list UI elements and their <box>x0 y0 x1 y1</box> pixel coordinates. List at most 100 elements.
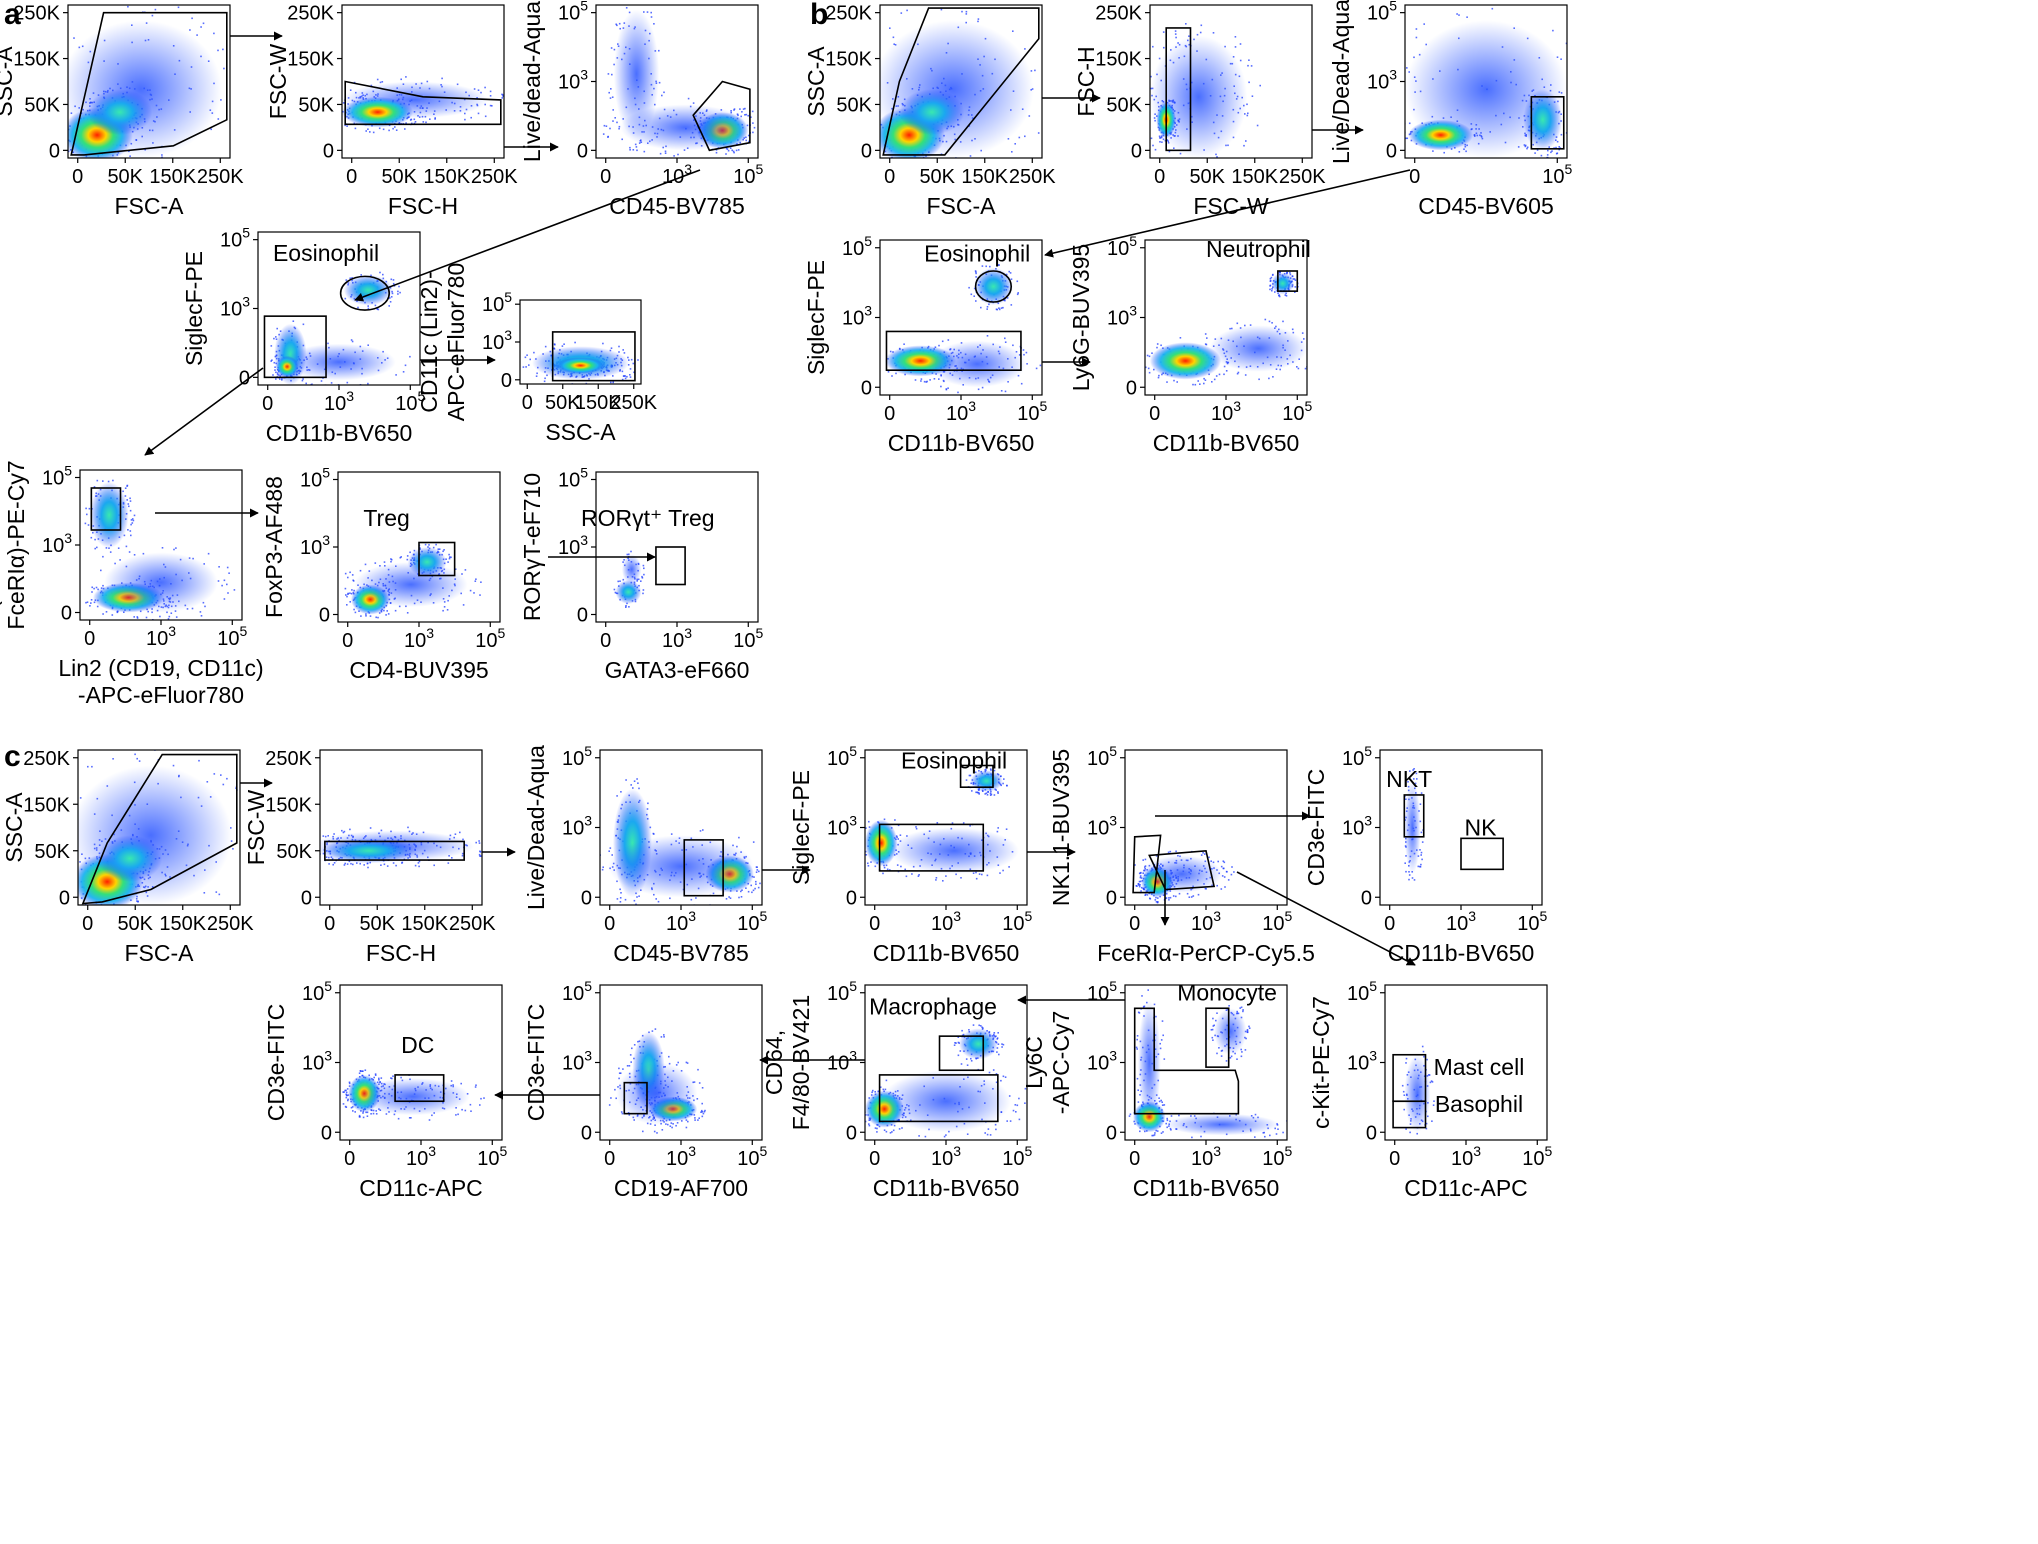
gate <box>551 331 636 382</box>
y-axis-label: Live/Dead-Aqua <box>1328 0 1354 164</box>
x-tick-label: 0 <box>1384 913 1395 935</box>
gate <box>1530 96 1565 150</box>
plot-frame <box>77 749 241 906</box>
x-tick-label: 0 <box>1149 403 1160 425</box>
x-tick-label: 105 <box>733 625 763 652</box>
density-cloud <box>78 750 238 905</box>
gate <box>938 1035 985 1072</box>
x-tick-label: 0 <box>884 403 895 425</box>
population-label: Monocyte <box>1177 980 1277 1006</box>
x-tick-label: 150K <box>575 392 622 414</box>
gate <box>344 80 502 126</box>
x-tick-label: 0 <box>604 913 615 935</box>
y-tick-label: 0 <box>1366 1122 1377 1144</box>
y-axis-label: FSC-H <box>1073 46 1099 116</box>
x-tick-label: 0 <box>604 1148 615 1170</box>
y-tick-label: 103 <box>300 532 330 559</box>
x-tick-label: 0 <box>600 630 611 652</box>
y-tick-label: 0 <box>1126 377 1137 399</box>
x-tick-label: 0 <box>324 913 335 935</box>
plot-c10: 0 103 105 105 103 0 CD19-AF700 CD3e-FITC <box>523 978 768 1201</box>
x-axis-label: CD11b-BV650 <box>1153 430 1300 456</box>
density-cloud <box>600 778 761 905</box>
y-tick-label: 0 <box>49 140 60 162</box>
y-axis-label: c-Kit-PE-Cy7 <box>1308 996 1334 1129</box>
gate <box>70 11 228 156</box>
x-tick-label: 103 <box>662 625 692 652</box>
gating-arrow <box>1044 169 1411 258</box>
arrows-layer <box>144 31 1416 1100</box>
gate <box>1277 270 1299 292</box>
x-axis-label: CD4-BUV395 <box>349 657 488 683</box>
x-axis-label: FSC-H <box>388 193 458 219</box>
x-tick-label: 105 <box>737 1143 767 1170</box>
y-axis-label: FSC-W <box>243 790 269 866</box>
y-tick-label: 103 <box>42 530 72 557</box>
x-tick-label: 103 <box>666 1143 696 1170</box>
gate <box>324 840 465 861</box>
plot-a8: 0 103 105 105 103 0 GATA3-eF660 RORγT-eF710 RORγ… <box>519 465 764 684</box>
x-tick-label: 250K <box>1279 166 1326 188</box>
x-tick-label: 0 <box>522 392 533 414</box>
x-tick-label: 50K <box>1189 166 1225 188</box>
y-tick-label: 50K <box>836 94 872 116</box>
y-tick-label: 103 <box>562 813 592 840</box>
y-axis-label: SiglecF-PE <box>788 770 814 885</box>
x-axis-label: CD11b-BV650 <box>873 940 1020 966</box>
y-tick-label: 105 <box>562 743 592 770</box>
population-label: Mast cell <box>1434 1054 1525 1080</box>
y-axis-label: Live/Dead-Aqua <box>523 745 549 910</box>
x-axis-label: CD11b-BV650 <box>266 420 413 446</box>
y-tick-label: 150K <box>13 49 60 71</box>
density-cloud <box>68 5 225 158</box>
x-tick-label: 0 <box>884 166 895 188</box>
y-tick-label: 103 <box>827 813 857 840</box>
x-tick-label: 150K <box>159 913 206 935</box>
y-tick-label: 105 <box>482 289 512 316</box>
gate <box>1460 837 1504 871</box>
x-tick-label: 105 <box>1017 398 1047 425</box>
y-tick-label: 0 <box>581 1122 592 1144</box>
x-tick-label: 0 <box>342 630 353 652</box>
plot-c8: 0 103 1051051030CD11b-BV650-APC-Cy7Ly6CMon… <box>1021 978 1293 1201</box>
x-axis-label: Lin2 (CD19, CD11c) <box>58 655 263 681</box>
gate <box>974 270 1013 303</box>
density-cloud <box>1150 23 1261 158</box>
density-cloud <box>1128 989 1287 1139</box>
x-tick-label: 103 <box>1211 398 1241 425</box>
plot-c9: 0 103 105 105 103 0 CD11b-BV650 F4/80-BV421CD64… <box>761 978 1033 1201</box>
y-tick-label: 105 <box>302 978 332 1005</box>
plot-frame <box>879 4 1043 159</box>
x-tick-label: 103 <box>404 625 434 652</box>
gate <box>1132 834 1162 894</box>
panel-letter-b: b <box>810 0 828 31</box>
x-axis-label: FSC-H <box>366 940 436 966</box>
gate <box>339 275 391 311</box>
x-tick-label: 0 <box>869 1148 880 1170</box>
y-axis-label: CD11c (Lin2)- <box>416 271 442 412</box>
population-label: Eosinophil <box>273 240 379 266</box>
x-tick-label: 150K <box>1231 166 1278 188</box>
y-tick-label: 103 <box>302 1048 332 1075</box>
y-tick-label: 105 <box>220 225 250 252</box>
density-cloud <box>1401 1045 1435 1135</box>
x-tick-label: 105 <box>1282 398 1312 425</box>
panel-letter-a: a <box>4 0 21 31</box>
density-cloud <box>865 767 1019 882</box>
y-tick-label: 103 <box>562 1048 592 1075</box>
x-tick-label: 0 <box>869 913 880 935</box>
y-tick-label: 103 <box>220 294 250 321</box>
x-axis-label: CD45-BV785 <box>609 193 745 219</box>
x-tick-label: 103 <box>1446 908 1476 935</box>
x-tick-label: 50K <box>117 913 153 935</box>
density-cloud <box>342 1069 485 1121</box>
gate <box>683 839 724 897</box>
y-tick-label: 103 <box>558 532 588 559</box>
population-label: Neutrophil <box>1206 236 1311 262</box>
y-axis-label: SiglecF-PE <box>803 260 829 375</box>
